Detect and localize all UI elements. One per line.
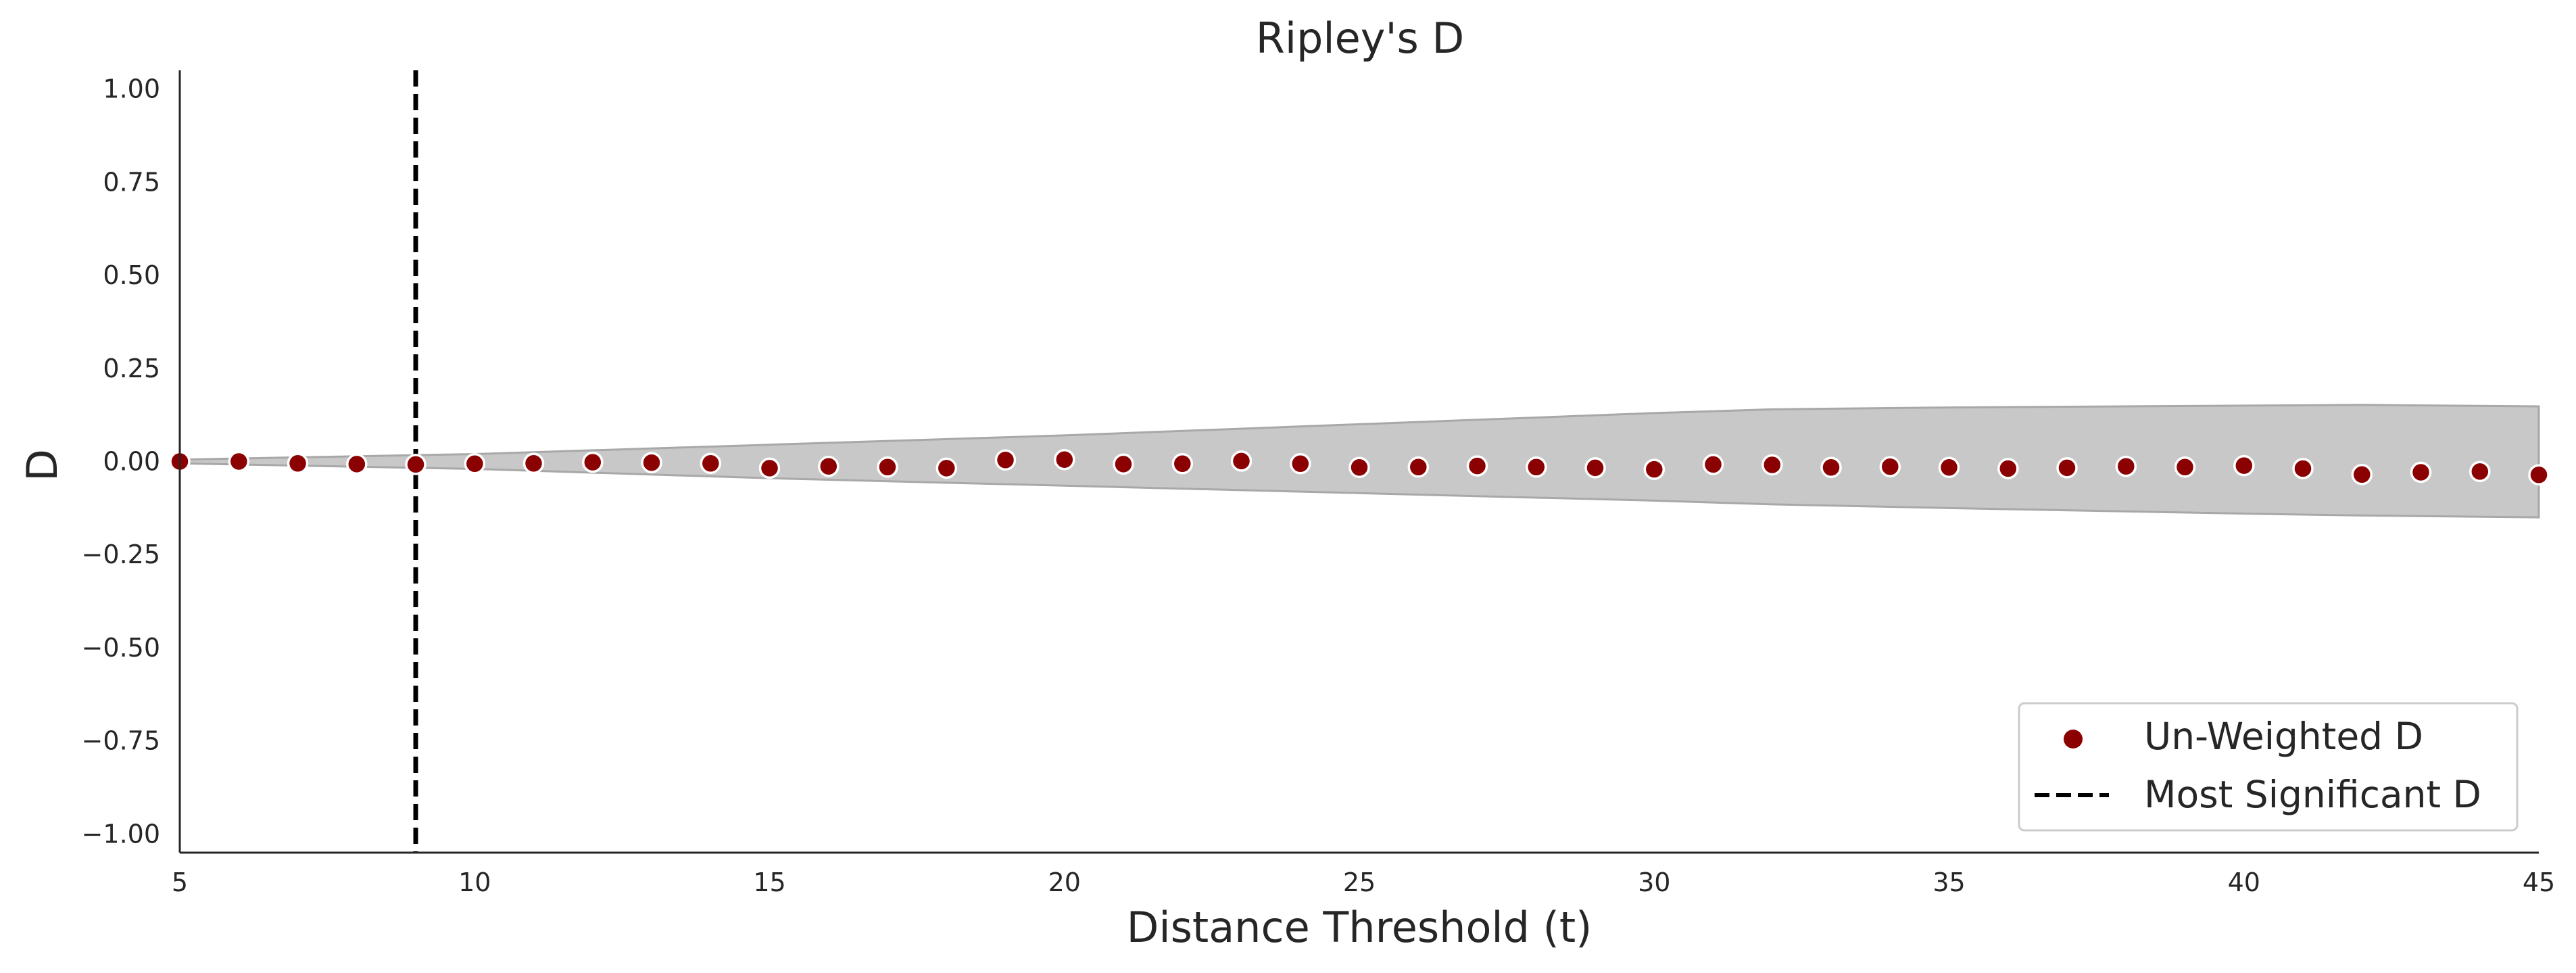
data-point xyxy=(346,453,368,475)
data-point xyxy=(2233,454,2255,477)
data-point xyxy=(2115,455,2137,477)
y-tick-label: −0.25 xyxy=(82,540,160,569)
data-point xyxy=(464,453,486,475)
data-point xyxy=(1230,450,1253,472)
x-tick-label: 5 xyxy=(172,868,188,897)
data-point xyxy=(1407,456,1430,478)
legend-label-most-significant-d: Most Significant D xyxy=(2144,773,2481,816)
data-point xyxy=(287,452,309,475)
data-point xyxy=(1643,458,1666,480)
x-tick-label: 40 xyxy=(2228,868,2260,897)
data-point xyxy=(758,457,781,479)
data-point xyxy=(1997,458,2019,479)
x-tick-label: 45 xyxy=(2523,868,2555,897)
y-tick-label: 0.00 xyxy=(103,447,160,477)
x-tick-label: 25 xyxy=(1343,868,1376,897)
data-point xyxy=(523,452,545,475)
y-tick-labels: 1.00 0.75 0.50 0.25 0.00 −0.25 −0.50 −0.75 −1.00 xyxy=(82,74,160,849)
data-point xyxy=(2292,458,2314,479)
data-point xyxy=(1526,456,1547,478)
data-point xyxy=(994,449,1017,471)
x-tick-label: 10 xyxy=(458,868,491,897)
legend-label-unweighted-d: Un-Weighted D xyxy=(2144,715,2423,758)
y-tick-label: −1.00 xyxy=(82,819,160,849)
legend-marker-unweighted-d xyxy=(2064,730,2083,749)
data-point xyxy=(877,456,898,478)
y-tick-label: 0.50 xyxy=(103,260,160,290)
data-point xyxy=(1348,456,1370,479)
chart-title: Ripley's D xyxy=(1256,14,1465,63)
data-point xyxy=(1171,453,1194,475)
x-axis-title: Distance Threshold (t) xyxy=(1127,903,1593,952)
data-point xyxy=(1290,453,1311,475)
data-point xyxy=(405,454,427,475)
x-tick-label: 20 xyxy=(1048,868,1081,897)
y-tick-label: 1.00 xyxy=(103,74,160,104)
y-tick-label: −0.50 xyxy=(82,633,160,663)
y-tick-label: 0.25 xyxy=(103,354,160,383)
data-point xyxy=(228,450,250,473)
legend: Un-Weighted D Most Significant D xyxy=(2018,702,2519,832)
data-point xyxy=(818,455,840,477)
data-point xyxy=(1879,456,1901,477)
data-point xyxy=(582,451,604,473)
data-point xyxy=(2469,460,2491,483)
data-point xyxy=(1113,453,1134,475)
data-point xyxy=(2528,464,2550,486)
x-tick-label: 30 xyxy=(1638,868,1670,897)
data-point xyxy=(2174,456,2196,478)
x-tick-label: 35 xyxy=(1933,868,1965,897)
data-point xyxy=(935,457,958,479)
data-point xyxy=(1054,448,1075,471)
data-point xyxy=(2056,457,2078,479)
y-tick-label: 0.75 xyxy=(103,167,160,197)
y-tick-label: −0.75 xyxy=(82,726,160,756)
data-point xyxy=(2351,464,2373,485)
legend-frame xyxy=(2018,702,2519,832)
x-tick-labels: 5 10 15 20 25 30 35 40 45 xyxy=(172,868,2555,897)
data-point xyxy=(1466,455,1488,477)
data-point xyxy=(1820,456,1842,479)
x-tick-label: 15 xyxy=(753,868,785,897)
data-point xyxy=(1702,454,1724,475)
data-points-layer xyxy=(169,448,2550,486)
y-axis-title: D xyxy=(18,449,67,481)
data-point xyxy=(1761,454,1783,476)
data-point xyxy=(2410,461,2432,483)
data-point xyxy=(641,452,662,473)
data-point xyxy=(1584,457,1606,479)
data-point xyxy=(1938,456,1960,479)
data-point xyxy=(700,452,722,475)
